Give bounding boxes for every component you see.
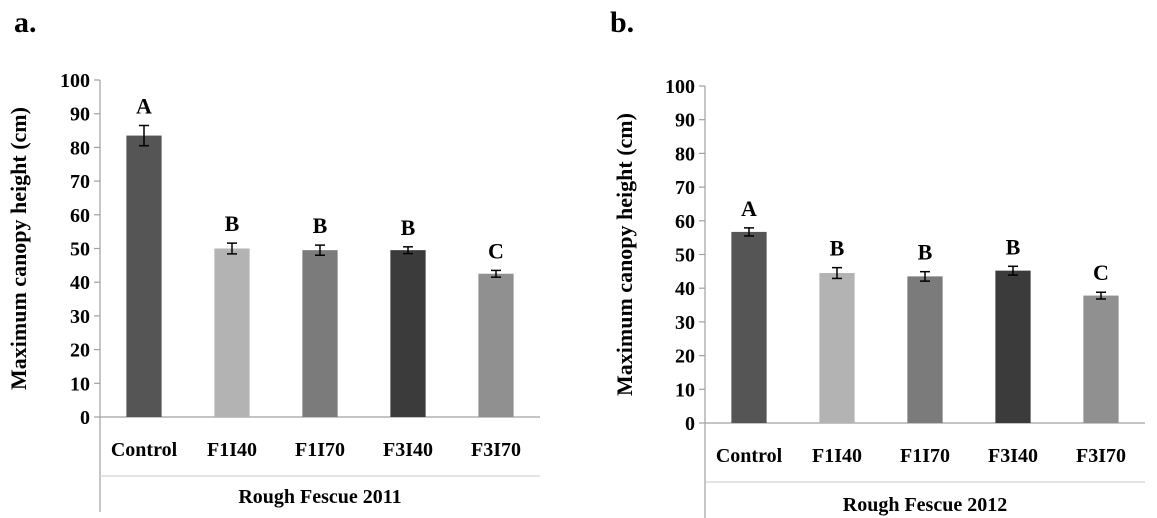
- significance-letter: B: [1006, 234, 1021, 259]
- significance-letter: B: [225, 211, 240, 236]
- y-tick-label: 70: [70, 171, 90, 193]
- bar-shading: [302, 250, 338, 417]
- panel-label: b.: [610, 6, 635, 39]
- bar-shading: [478, 273, 514, 417]
- y-tick-label: 0: [80, 407, 90, 429]
- y-tick-label: 40: [70, 272, 90, 294]
- x-tick-label: F3I40: [988, 445, 1038, 467]
- y-axis-title: Maximum canopy height (cm): [612, 113, 637, 396]
- panel-label: a.: [14, 6, 37, 39]
- x-tick-label: F3I70: [1076, 445, 1126, 467]
- chart-panel-b: b. 0 10 20 30 40 50 60 70 80 90 100 A Control B F1I40 B…: [580, 0, 1157, 518]
- y-tick-label: 60: [675, 211, 695, 233]
- significance-letter: B: [830, 236, 845, 261]
- bar-shading: [390, 250, 426, 417]
- y-tick-label: 40: [675, 278, 695, 300]
- y-tick-label: 90: [70, 104, 90, 126]
- y-tick-label: 100: [665, 76, 695, 98]
- y-tick-label: 30: [70, 306, 90, 328]
- significance-letter: A: [136, 93, 152, 118]
- y-tick-label: 50: [675, 245, 695, 267]
- x-tick-label: Control: [111, 439, 178, 461]
- bar-shading: [819, 273, 855, 423]
- x-tick-label: Control: [716, 445, 783, 467]
- significance-letter: C: [488, 238, 504, 263]
- y-axis-title: Maximum canopy height (cm): [6, 107, 31, 390]
- y-tick-label: 70: [675, 177, 695, 199]
- x-tick-label: F1I40: [812, 445, 862, 467]
- y-tick-label: 80: [70, 137, 90, 159]
- x-tick-label: F1I40: [207, 439, 257, 461]
- bar-shading: [1083, 295, 1119, 423]
- y-tick-label: 50: [70, 239, 90, 261]
- bar-chart-svg: 0 10 20 30 40 50 60 70 80 90 100 A Control B F1I40 B F1I…: [6, 70, 540, 512]
- bar-shading: [731, 231, 767, 423]
- y-tick-label: 20: [675, 346, 695, 368]
- chart-panel-a: a. 0 10 20 30 40 50 60 70 80 90 100 A Control B F1I40 B…: [0, 0, 570, 518]
- y-tick-label: 90: [675, 110, 695, 132]
- y-tick-label: 100: [60, 70, 90, 92]
- y-tick-label: 0: [685, 413, 695, 435]
- bar-chart-svg: 0 10 20 30 40 50 60 70 80 90 100 A Control B F1I40 B F1I…: [612, 76, 1145, 518]
- x-tick-label: F3I70: [471, 439, 521, 461]
- y-tick-label: 20: [70, 340, 90, 362]
- x-tick-label: F1I70: [295, 439, 345, 461]
- significance-letter: C: [1093, 260, 1109, 285]
- y-tick-label: 10: [70, 373, 90, 395]
- bar-shading: [907, 276, 943, 423]
- y-tick-label: 60: [70, 205, 90, 227]
- x-axis-title: Rough Fescue 2012: [843, 494, 1007, 516]
- y-tick-label: 80: [675, 143, 695, 165]
- x-tick-label: F3I40: [383, 439, 433, 461]
- x-axis-title: Rough Fescue 2011: [238, 486, 401, 508]
- bar-shading: [214, 248, 250, 417]
- y-tick-label: 10: [675, 379, 695, 401]
- y-tick-label: 30: [675, 312, 695, 334]
- x-tick-label: F1I70: [900, 445, 950, 467]
- bar-shading: [126, 135, 162, 418]
- significance-letter: A: [741, 196, 757, 221]
- significance-letter: B: [313, 213, 328, 238]
- significance-letter: B: [918, 240, 933, 265]
- bar-shading: [995, 270, 1031, 423]
- significance-letter: B: [401, 215, 416, 240]
